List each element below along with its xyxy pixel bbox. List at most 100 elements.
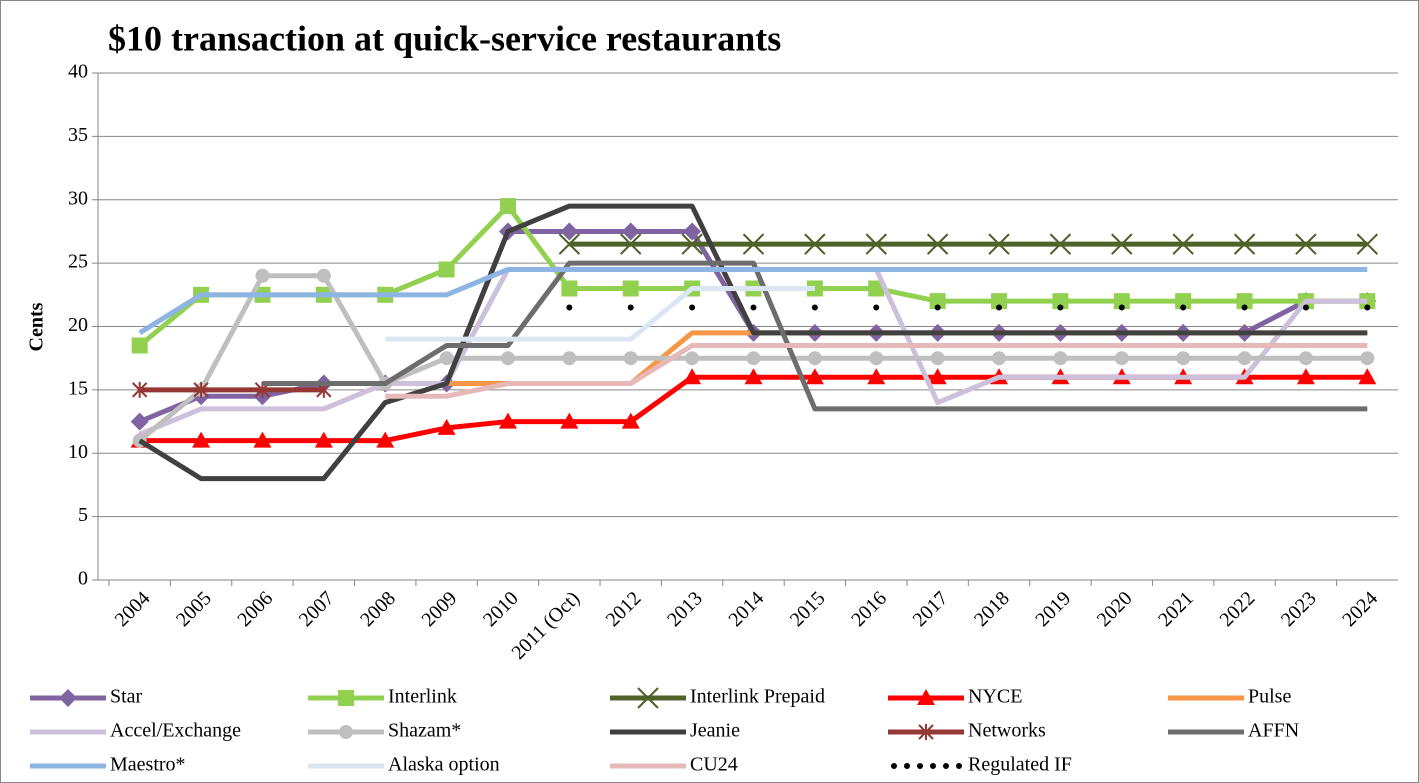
legend-label: Accel/Exchange: [110, 720, 241, 742]
point-marker: [1360, 351, 1375, 366]
point-marker: [1296, 368, 1315, 385]
point-marker: [929, 293, 946, 310]
point-marker: [131, 337, 148, 354]
point-marker: [1114, 351, 1129, 366]
point-marker: [868, 280, 885, 297]
series-line: [385, 285, 815, 342]
point-marker: [562, 351, 577, 366]
y-tick-label: 30: [68, 187, 88, 209]
point-marker: [316, 268, 331, 283]
point-marker: [1113, 293, 1130, 310]
point-marker: [685, 351, 700, 366]
legend-item: Pulse: [1168, 686, 1291, 708]
legend-marker: [339, 725, 353, 739]
legend-marker: [637, 687, 659, 709]
legend-label: CU24: [690, 754, 738, 776]
legend-item: Jeanie: [610, 720, 740, 742]
y-tick-label: 35: [68, 124, 88, 146]
point-marker: [1237, 351, 1252, 366]
legend-item: CU24: [610, 754, 738, 776]
point-marker: [1298, 351, 1313, 366]
legend-item: Maestro*: [30, 754, 186, 776]
legend-item: Alaska option: [308, 754, 500, 776]
legend-item: AFFN: [1168, 720, 1299, 742]
legend-label: Maestro*: [110, 754, 186, 776]
point-marker: [865, 233, 887, 255]
legend-label: AFFN: [1248, 720, 1299, 742]
point-marker: [192, 431, 211, 448]
y-tick-label: 0: [78, 568, 88, 590]
legend-item: Star: [30, 686, 143, 708]
point-marker: [1053, 351, 1068, 366]
point-marker: [1233, 233, 1256, 255]
point-marker: [621, 412, 640, 429]
series-line: [385, 343, 1368, 399]
point-marker: [499, 198, 516, 215]
y-tick-label: 15: [68, 377, 88, 399]
point-marker: [622, 280, 639, 297]
point-marker: [744, 368, 763, 385]
legend-item: Shazam*: [308, 720, 461, 742]
y-tick-label: 20: [68, 314, 88, 336]
legend-item: Regulated IF: [891, 754, 1072, 776]
point-marker: [991, 293, 1008, 310]
point-marker: [1052, 293, 1069, 310]
point-marker: [807, 351, 822, 366]
point-marker: [746, 351, 761, 366]
y-tick-label: 40: [68, 61, 88, 83]
point-marker: [560, 412, 579, 429]
legend-item: Accel/Exchange: [30, 720, 241, 742]
point-marker: [437, 418, 456, 435]
point-marker: [558, 233, 581, 255]
point-marker: [314, 431, 333, 448]
point-marker: [623, 351, 638, 366]
point-marker: [255, 268, 270, 283]
point-marker: [620, 233, 642, 255]
legend-item: Interlink: [308, 686, 457, 708]
point-marker: [1175, 293, 1192, 310]
legend-label: Jeanie: [690, 720, 740, 742]
legend-item: Networks: [888, 720, 1046, 742]
point-marker: [500, 351, 515, 366]
point-marker: [928, 368, 947, 385]
point-marker: [1356, 233, 1379, 255]
point-marker: [439, 351, 454, 366]
point-marker: [930, 351, 945, 366]
legend-marker: [338, 690, 354, 706]
point-marker: [561, 280, 578, 297]
point-marker: [1236, 293, 1253, 310]
legend-label: Shazam*: [388, 720, 461, 742]
legend-label: NYCE: [968, 686, 1022, 708]
point-marker: [498, 412, 517, 429]
point-marker: [992, 351, 1007, 366]
point-marker: [1172, 233, 1194, 255]
y-axis-label: Cents: [26, 302, 48, 351]
point-marker: [438, 261, 455, 278]
legend-label: Star: [110, 686, 143, 708]
point-marker: [681, 233, 703, 255]
point-marker: [621, 222, 640, 241]
point-marker: [1176, 351, 1191, 366]
legend-marker: [917, 689, 935, 705]
legend-label: Interlink Prepaid: [690, 686, 825, 708]
point-marker: [742, 233, 765, 255]
point-marker: [253, 431, 272, 448]
point-marker: [1295, 233, 1317, 255]
legend-label: Alaska option: [388, 754, 500, 776]
series-line: [262, 260, 1368, 412]
legend-marker: [59, 689, 77, 707]
point-marker: [376, 431, 395, 448]
point-marker: [804, 233, 826, 255]
y-tick-label: 25: [68, 251, 88, 273]
point-marker: [683, 222, 702, 241]
legend-item: Interlink Prepaid: [610, 686, 825, 709]
point-marker: [683, 368, 702, 385]
legend-label: Pulse: [1248, 686, 1291, 708]
legend-label: Networks: [968, 720, 1046, 742]
y-tick-label: 10: [68, 441, 88, 463]
y-tick-label: 5: [78, 504, 88, 526]
point-marker: [193, 381, 209, 398]
point-marker: [131, 381, 148, 398]
